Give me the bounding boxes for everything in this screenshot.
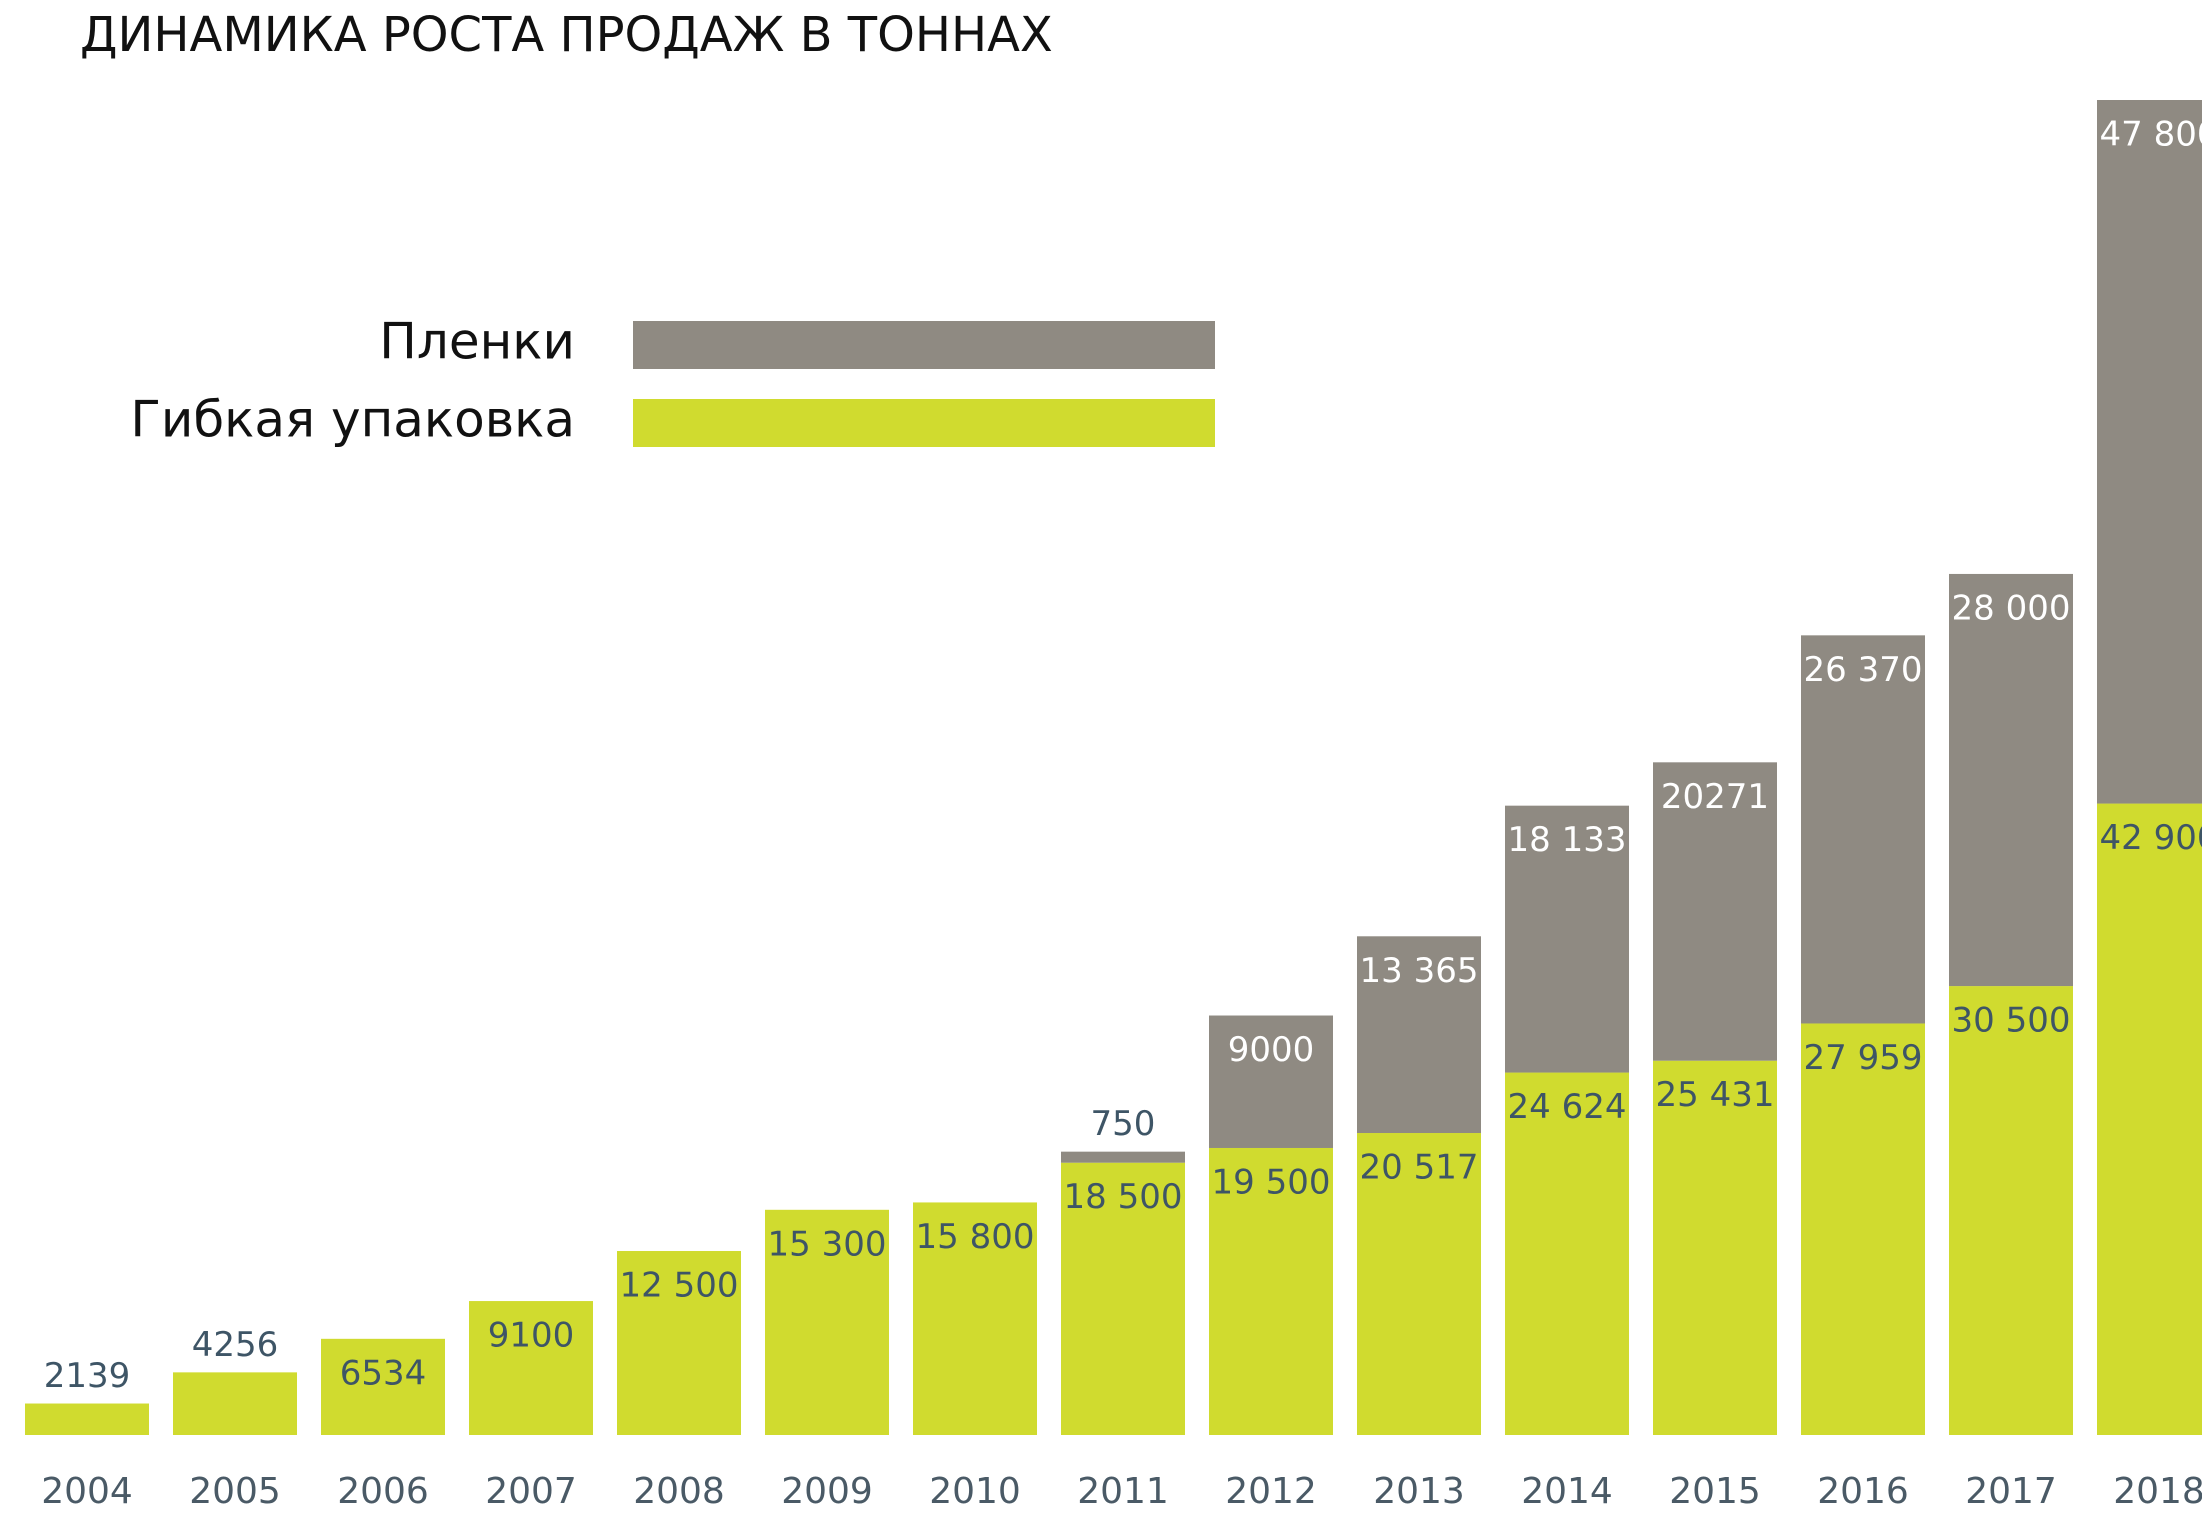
x-tick-label: 2016 <box>1817 1471 1909 1512</box>
x-tick-label: 2006 <box>337 1471 429 1512</box>
x-tick-label: 2009 <box>781 1471 873 1512</box>
x-tick-label: 2005 <box>189 1471 281 1512</box>
bar-segment <box>1357 1133 1481 1435</box>
value-label: 6534 <box>340 1353 427 1393</box>
bar-segment <box>1653 762 1777 1061</box>
bar-segment <box>1801 635 1925 1024</box>
bar-segment <box>1061 1151 1185 1163</box>
value-label: 750 <box>1091 1104 1156 1144</box>
x-tick-label: 2008 <box>633 1471 725 1512</box>
bar-segment <box>321 1338 445 1435</box>
bar-segment <box>173 1372 297 1435</box>
bar-segment <box>25 1403 149 1435</box>
value-label: 4256 <box>192 1325 279 1365</box>
legend-swatch <box>633 321 1215 369</box>
x-tick-label: 2018 <box>2113 1471 2202 1512</box>
value-label: 42 900 <box>2100 818 2202 858</box>
value-label: 20 517 <box>1360 1148 1479 1188</box>
value-label: 24 624 <box>1508 1087 1627 1127</box>
x-tick-label: 2012 <box>1225 1471 1317 1512</box>
value-label: 9100 <box>488 1316 575 1356</box>
value-label: 18 500 <box>1064 1177 1183 1217</box>
value-label: 9000 <box>1228 1030 1315 1070</box>
x-tick-label: 2014 <box>1521 1471 1613 1512</box>
x-tick-label: 2004 <box>41 1471 133 1512</box>
value-label: 2139 <box>44 1356 131 1396</box>
x-tick-label: 2010 <box>929 1471 1021 1512</box>
bar-segment <box>2097 100 2202 804</box>
bar-segment <box>2097 803 2202 1435</box>
bar-segment <box>1357 936 1481 1134</box>
value-label: 20271 <box>1661 777 1769 817</box>
bar-segment <box>765 1209 889 1435</box>
bar-segment <box>469 1301 593 1435</box>
value-label: 13 365 <box>1360 951 1479 991</box>
bar-segment <box>1505 1072 1629 1435</box>
bar-segment <box>1209 1015 1333 1148</box>
x-tick-label: 2017 <box>1965 1471 2057 1512</box>
value-label: 27 959 <box>1804 1038 1923 1078</box>
bar-segment <box>617 1251 741 1435</box>
value-label: 26 370 <box>1804 650 1923 690</box>
legend-label: Пленки <box>379 313 575 371</box>
value-label: 15 300 <box>768 1224 887 1264</box>
bar-segment <box>1949 986 2073 1435</box>
bar-segment <box>1209 1147 1333 1435</box>
bar-segment <box>1949 573 2073 987</box>
bar-segment <box>1653 1060 1777 1435</box>
x-tick-label: 2015 <box>1669 1471 1761 1512</box>
value-label: 25 431 <box>1656 1075 1775 1115</box>
bar-segment <box>1061 1162 1185 1435</box>
x-tick-label: 2007 <box>485 1471 577 1512</box>
x-tick-label: 2011 <box>1077 1471 1169 1512</box>
value-label: 18 133 <box>1508 820 1627 860</box>
legend-swatch <box>633 399 1215 447</box>
bar-segment <box>1505 805 1629 1073</box>
value-label: 12 500 <box>620 1266 739 1306</box>
bar-segment <box>913 1202 1037 1435</box>
bar-segment <box>1801 1023 1925 1435</box>
value-label: 19 500 <box>1212 1162 1331 1202</box>
x-tick-label: 2013 <box>1373 1471 1465 1512</box>
value-label: 47 800 <box>2100 115 2202 155</box>
value-label: 15 800 <box>916 1217 1035 1257</box>
legend-label: Гибкая упаковка <box>130 391 575 449</box>
value-label: 28 000 <box>1952 588 2071 628</box>
chart-title: ДИНАМИКА РОСТА ПРОДАЖ В ТОННАХ <box>80 7 1053 63</box>
value-label: 30 500 <box>1952 1001 2071 1041</box>
